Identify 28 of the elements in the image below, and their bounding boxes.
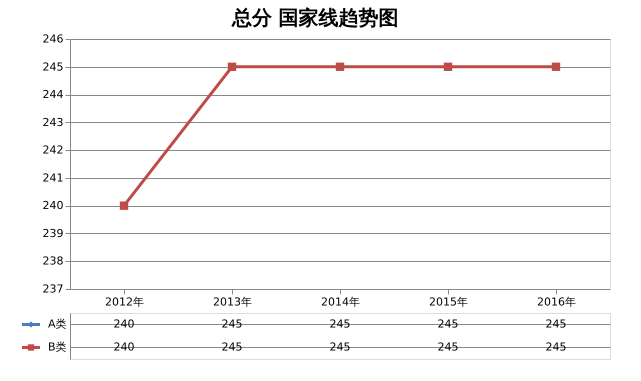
- data-label: 245: [222, 340, 242, 354]
- x-tick-label: 2014年: [321, 296, 360, 308]
- y-tick-label: 237: [42, 282, 64, 296]
- x-tick-label: 2015年: [429, 296, 468, 308]
- y-tick-label: 246: [42, 32, 64, 46]
- legend-label: A类: [48, 318, 66, 330]
- y-tick-label: 244: [42, 88, 64, 102]
- y-tick-label: 245: [42, 60, 64, 74]
- text: 245: [330, 318, 350, 330]
- y-tick-label: 242: [42, 144, 64, 157]
- y-tick-label: 239: [42, 226, 64, 240]
- y-tick-label: 241: [42, 171, 64, 184]
- text: 245: [438, 318, 458, 330]
- data-label: 240: [114, 340, 134, 354]
- y-tick-label: 243: [42, 116, 64, 129]
- x-tick-label: 2013年: [213, 296, 252, 308]
- x-tick-label: 2012年: [105, 296, 144, 308]
- text: 245: [546, 318, 566, 330]
- chart-title: 总分 国家线趋势图: [230, 6, 399, 30]
- text: 245: [222, 318, 242, 330]
- y-tick-label: 240: [42, 199, 64, 212]
- data-label: 245: [546, 340, 566, 354]
- data-label: 245: [438, 340, 458, 354]
- legend-label: B类: [48, 340, 66, 354]
- y-tick-label: 238: [42, 254, 64, 268]
- text: 240: [114, 318, 134, 330]
- data-label: 245: [330, 340, 350, 354]
- x-tick-label: 2016年: [537, 296, 576, 308]
